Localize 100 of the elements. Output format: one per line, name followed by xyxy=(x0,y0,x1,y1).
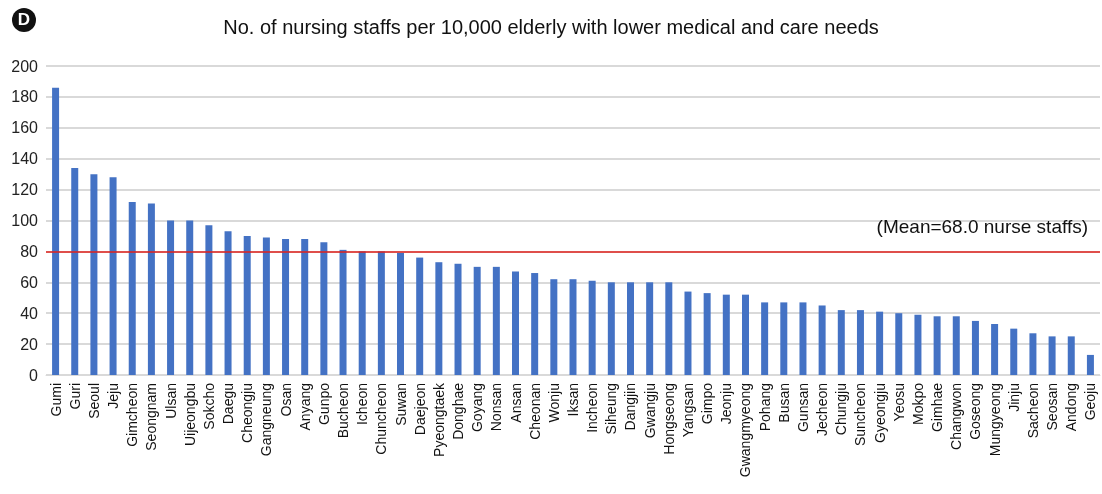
x-tick-label: Daegu xyxy=(220,383,237,425)
x-tick-label: Anyang xyxy=(296,383,313,431)
bar xyxy=(377,251,385,375)
x-tick-label: Geoju xyxy=(1082,383,1099,421)
x-tick-label: Gunpo xyxy=(315,382,332,426)
y-tick-label: 20 xyxy=(20,335,39,353)
x-tick-label: Guri xyxy=(66,383,83,410)
bar xyxy=(818,305,826,375)
bar xyxy=(339,249,347,375)
x-tick-label: Jinju xyxy=(1005,383,1022,412)
x-tick-label: Pohang xyxy=(756,383,773,432)
bar xyxy=(512,271,520,375)
bar xyxy=(301,239,309,375)
x-tick-label: Gimcheon xyxy=(124,383,141,447)
x-tick-label: Gimhae xyxy=(929,382,946,433)
x-tick-label: Goseong xyxy=(967,383,984,440)
bar xyxy=(282,239,290,375)
bar xyxy=(358,251,366,375)
x-tick-label: Gangneung xyxy=(258,383,275,457)
chart-title: No. of nursing staffs per 10,000 elderly with lower medical and care needs xyxy=(223,16,879,38)
x-tick-label: Cheonan xyxy=(526,383,543,440)
x-tick-label: Andong xyxy=(1063,383,1080,432)
x-tick-label: Jeonju xyxy=(718,383,735,425)
x-tick-label: Dangjin xyxy=(622,383,639,431)
bar xyxy=(626,282,634,375)
text: D xyxy=(12,8,36,32)
bar xyxy=(454,263,462,375)
x-tick-label: Seongnam xyxy=(143,383,160,451)
bar xyxy=(856,310,864,375)
bar xyxy=(492,266,500,375)
bar xyxy=(876,311,884,375)
x-tick-label: Suncheon xyxy=(852,383,869,447)
bar xyxy=(224,231,232,375)
bar xyxy=(243,235,251,375)
bar xyxy=(1048,336,1056,375)
bar xyxy=(320,242,328,375)
x-tick-label: Gunsan xyxy=(794,383,811,433)
bar xyxy=(971,320,979,375)
x-tick-label: Chungju xyxy=(833,383,850,436)
x-tick-label: Changwon xyxy=(948,383,965,450)
bar xyxy=(262,237,270,375)
bar xyxy=(531,273,539,375)
x-tick-label: Gyeongju xyxy=(871,383,888,443)
bar xyxy=(780,302,788,375)
x-tick-label: Bucheon xyxy=(335,383,352,439)
x-tick-label: Gwangmyeong xyxy=(737,383,754,478)
x-tick-label: Seosan xyxy=(1044,383,1061,431)
bar xyxy=(799,302,807,375)
bar xyxy=(52,87,60,375)
x-tick-label: Goyang xyxy=(469,383,486,433)
bar xyxy=(895,313,903,375)
x-tick-label: Ansan xyxy=(507,383,524,423)
x-tick-label: Donghae xyxy=(450,382,467,440)
x-tick-label: Yeosu xyxy=(890,383,907,422)
bar xyxy=(1067,336,1075,375)
x-tick-label: Chuncheon xyxy=(373,383,390,455)
x-tick-label: Wonju xyxy=(545,383,562,423)
bar xyxy=(1086,354,1094,375)
bar xyxy=(416,257,424,375)
y-tick-label: 120 xyxy=(11,181,39,199)
y-tick-label: 200 xyxy=(11,57,39,75)
x-tick-label: Mungyeong xyxy=(986,383,1003,457)
bar xyxy=(569,279,577,375)
x-tick-label: Siheung xyxy=(603,383,620,435)
y-tick-label: 100 xyxy=(11,212,39,229)
bar xyxy=(128,201,136,375)
x-tick-label: Gumi xyxy=(47,383,64,417)
y-tick-label: 160 xyxy=(11,119,39,137)
y-tick-label: 180 xyxy=(11,88,39,106)
bar xyxy=(991,324,999,375)
bar xyxy=(90,174,98,375)
annotation: (Mean=68.0 nurse staffs) xyxy=(876,216,1088,238)
x-tick-label: Osan xyxy=(277,383,294,417)
bar xyxy=(646,282,654,375)
bar xyxy=(71,167,79,375)
y-tick-label: 40 xyxy=(20,304,39,322)
x-tick-label: Suwan xyxy=(392,383,409,426)
x-tick-label: Uijeongbu xyxy=(181,383,198,447)
x-tick-label: Jeju xyxy=(105,383,122,409)
bar xyxy=(933,316,941,375)
x-tick-label: Busan xyxy=(775,383,792,423)
x-tick-label: Iksan xyxy=(565,383,581,417)
bar xyxy=(665,282,673,375)
x-tick-label: Sacheon xyxy=(1024,383,1041,439)
bar xyxy=(588,280,596,375)
bar xyxy=(914,314,922,375)
x-tick-label: Gimpo xyxy=(699,382,716,425)
bar xyxy=(109,177,117,375)
x-tick-label: Sokcho xyxy=(200,382,217,430)
bar xyxy=(837,310,845,375)
x-tick-label: Jecheon xyxy=(814,383,831,436)
bar xyxy=(186,220,194,375)
bar xyxy=(741,294,749,375)
x-tick-label: Seoul xyxy=(85,383,102,419)
x-tick-label: Nonsan xyxy=(488,383,505,432)
x-tick-label: Daejeon xyxy=(411,383,428,436)
x-tick-label: Mokpo xyxy=(909,382,926,426)
x-tick-label: Cheongju xyxy=(239,383,256,443)
bar xyxy=(761,302,769,375)
bar xyxy=(684,291,692,375)
